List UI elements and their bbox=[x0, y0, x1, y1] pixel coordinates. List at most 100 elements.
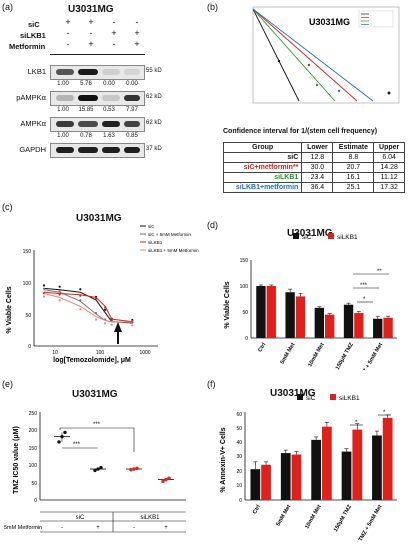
ci-header: Estimate bbox=[332, 142, 375, 153]
arrow-shaft bbox=[117, 330, 119, 344]
bar bbox=[250, 469, 261, 500]
y-axis-label: TMZ IC50 value (μM) bbox=[13, 426, 20, 494]
legend-swatch-silkb1 bbox=[328, 233, 334, 239]
legend-swatch-sic bbox=[297, 394, 303, 400]
quant-value: 1.00 bbox=[57, 133, 69, 139]
y-tick-label: 100 bbox=[240, 284, 249, 290]
y-axis-label: % Viable Cells bbox=[224, 281, 231, 328]
x-tick-label: Ctrl bbox=[252, 504, 262, 516]
data-point bbox=[58, 299, 61, 302]
bar bbox=[280, 453, 291, 500]
ci-lower: 12.8 bbox=[301, 152, 334, 163]
quant-value: 1.00 bbox=[57, 81, 69, 87]
quant-value: 5.76 bbox=[80, 81, 92, 87]
treat-label-1: siLKB1 bbox=[20, 31, 46, 40]
legend-label: siC bbox=[306, 395, 316, 402]
data-point bbox=[337, 89, 341, 93]
panel-c-label: (c) bbox=[2, 202, 13, 212]
band bbox=[102, 121, 120, 127]
data-point bbox=[42, 295, 46, 298]
quant-value: 1.00 bbox=[57, 107, 69, 113]
blot-image bbox=[50, 143, 145, 158]
ic50-scatter-chart: TMZ IC50 value (μM) 250 200 150 100 50 0… bbox=[4, 411, 186, 533]
data-point bbox=[164, 477, 168, 482]
y-tick-label: 150 bbox=[23, 249, 32, 255]
quant-value: 0.00 bbox=[103, 81, 115, 87]
ci-table: Group Lower Estimate Upper siC 12.8 8.8 … bbox=[222, 142, 405, 193]
bar bbox=[373, 318, 383, 338]
data-point bbox=[99, 465, 103, 470]
treat-value: + bbox=[134, 28, 140, 38]
data-point bbox=[79, 294, 82, 297]
y-tick-label: 50 bbox=[242, 310, 248, 316]
ci-header: Upper bbox=[373, 142, 405, 153]
ci-header: Lower bbox=[301, 142, 334, 153]
legend-swatch-silkb1 bbox=[330, 394, 336, 400]
kd-label: 62 kD bbox=[146, 94, 162, 100]
series-line bbox=[43, 289, 133, 323]
x-tick-label: 100 bbox=[96, 350, 105, 356]
data-point bbox=[104, 308, 107, 311]
treat-label-0: siC bbox=[28, 20, 40, 29]
bar bbox=[383, 317, 393, 338]
data-point bbox=[167, 476, 171, 480]
bar bbox=[325, 314, 335, 338]
quant-value: 0.85 bbox=[126, 133, 138, 139]
data-point bbox=[110, 319, 113, 322]
panel-d: (d) U3031MG % Viable Cells 150 100 50 0 … bbox=[205, 200, 409, 370]
quant-value: 7.97 bbox=[126, 107, 138, 113]
band bbox=[78, 95, 98, 101]
series-line bbox=[43, 293, 133, 323]
treat-value: + bbox=[88, 39, 94, 49]
band bbox=[56, 121, 74, 127]
quant-value: 1.63 bbox=[103, 133, 115, 139]
band bbox=[124, 147, 140, 153]
data-point bbox=[387, 91, 391, 95]
panel-a: (a) U3031MG siC siLKB1 Metformin + + - -… bbox=[0, 0, 205, 165]
ci-header: Group bbox=[222, 142, 303, 153]
bar bbox=[266, 286, 276, 338]
quant-value: 15.85 bbox=[78, 107, 94, 113]
legend-label: siC + 5mM Metformin bbox=[148, 232, 191, 237]
ci-group: siLKB1 bbox=[222, 172, 303, 183]
y-tick-label: 200 bbox=[29, 428, 38, 434]
arrow-marker bbox=[114, 322, 122, 332]
ci-estimate: 20.7 bbox=[332, 162, 375, 173]
sig-bracket bbox=[59, 427, 135, 452]
treat-value: + bbox=[111, 28, 117, 38]
data-point bbox=[315, 83, 319, 87]
x-tick-label: 10mM Met bbox=[304, 504, 323, 530]
data-point bbox=[57, 440, 61, 444]
kd-label: 62 kD bbox=[146, 120, 162, 126]
limiting-dilution-plot: U3031MG bbox=[252, 6, 400, 104]
data-point bbox=[42, 284, 46, 287]
data-point bbox=[94, 311, 98, 315]
legend-swatch-sic bbox=[293, 233, 299, 239]
x-tick-label: 5mM Met bbox=[280, 342, 297, 366]
group-label-silkb1: siLKB1 bbox=[140, 515, 160, 521]
sig-label: * bbox=[383, 410, 386, 416]
band bbox=[56, 147, 74, 153]
y-tick-label: 0 bbox=[28, 344, 31, 350]
sig-label: *** bbox=[73, 442, 81, 448]
legend bbox=[358, 10, 394, 28]
ci-group: siC+metformin** bbox=[222, 162, 303, 173]
panel-e-label: (e) bbox=[2, 379, 13, 389]
y-tick-label: 40 bbox=[236, 440, 242, 446]
data-point bbox=[131, 324, 134, 327]
x-tick-label: Ctrl bbox=[257, 342, 267, 354]
data-point bbox=[96, 467, 100, 471]
data-point bbox=[135, 466, 139, 471]
data-point bbox=[277, 59, 281, 63]
viability-bar-chart: % Viable Cells 150 100 50 0 siC siLKB1 *… bbox=[224, 233, 397, 370]
x-tick-label: TMZ + 5mM Met bbox=[358, 342, 384, 370]
data-point bbox=[94, 318, 98, 321]
ci-title: Confidence interval for 1/(stem cell fre… bbox=[223, 128, 378, 135]
y-tick-label: 150 bbox=[29, 446, 38, 452]
ci-upper: 11.12 bbox=[373, 172, 405, 183]
data-point bbox=[60, 434, 64, 439]
plot-title: U3031MG bbox=[309, 17, 350, 27]
data-point bbox=[307, 63, 311, 67]
bar bbox=[372, 435, 382, 500]
blot-label: LKB1 bbox=[27, 67, 46, 76]
